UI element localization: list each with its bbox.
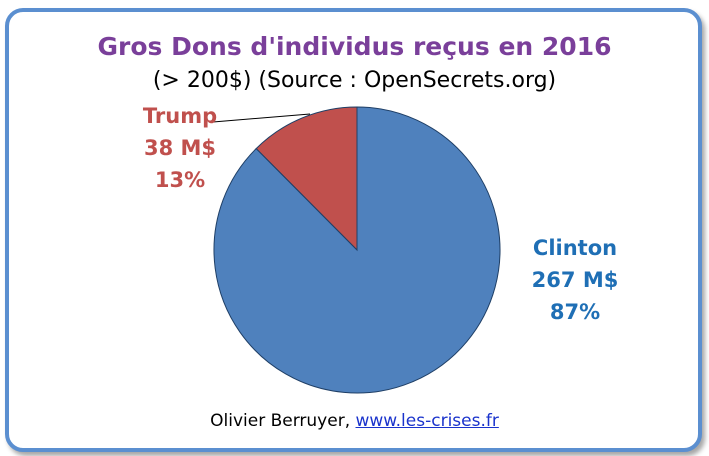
clinton-name: Clinton [532,236,618,260]
trump-leader-line [212,113,311,123]
clinton-percent: 87% [549,300,601,324]
pie-slice-clinton [213,106,501,394]
trump-name: Trump [142,104,218,128]
trump-label: Trump 38 M$ 13% [115,100,245,196]
pie-slice-trump [255,106,358,252]
clinton-value: 267 M$ [531,268,619,292]
credit-author: Olivier Berruyer, [210,411,351,431]
credit-line: Olivier Berruyer, www.les-crises.fr [0,411,709,431]
credit-link[interactable]: www.les-crises.fr [355,411,499,431]
clinton-label: Clinton 267 M$ 87% [510,232,640,328]
trump-value: 38 M$ [143,136,217,160]
chart-title: Gros Dons d'individus reçus en 2016 [97,32,612,61]
trump-percent: 13% [154,168,206,192]
chart-subtitle: (> 200$) (Source : OpenSecrets.org) [152,68,557,93]
